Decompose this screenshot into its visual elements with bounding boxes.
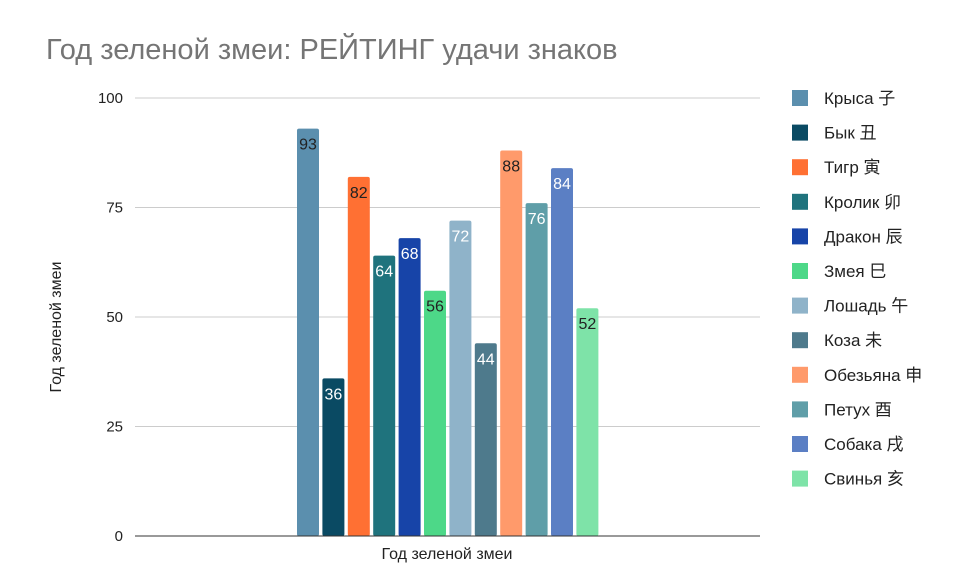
bar [525, 203, 548, 536]
bar [576, 308, 599, 536]
legend-label: Кролик 卯 [824, 193, 901, 212]
bar [500, 150, 523, 536]
legend-label: Коза 未 [824, 331, 882, 350]
legend-swatch [792, 297, 808, 314]
legend-label: Петух 酉 [824, 400, 892, 419]
data-label: 76 [528, 211, 546, 228]
legend-label: Собака 戌 [824, 435, 904, 454]
x-axis-title: Год зеленой змеи [382, 546, 513, 563]
legend-swatch [792, 159, 808, 176]
data-label: 56 [426, 299, 444, 316]
legend-label: Змея 巳 [824, 262, 886, 281]
bar [322, 378, 345, 536]
legend-swatch [792, 263, 808, 279]
data-label: 84 [553, 176, 571, 193]
legend-swatch [792, 470, 808, 487]
y-tick-label: 50 [106, 309, 123, 326]
y-axis-title: Год зеленой змеи [48, 262, 65, 393]
legend: Крыса 子 Бык 丑 Тигр 寅 Кролик 卯 Дракон 辰 Змея 巳… [792, 89, 922, 489]
legend-swatch [792, 90, 808, 106]
y-tick-label: 75 [106, 200, 123, 217]
legend-label: Тигр 寅 [824, 158, 881, 177]
y-tick-label: 25 [106, 419, 123, 436]
bar [424, 290, 446, 536]
legend-swatch [792, 193, 808, 210]
legend-swatch [792, 401, 808, 418]
legend-label: Крыса 子 [824, 89, 895, 108]
bar [297, 128, 319, 536]
data-label: 93 [299, 137, 317, 154]
data-label: 64 [375, 264, 393, 281]
data-label: 68 [401, 246, 419, 263]
data-label: 44 [477, 351, 495, 368]
legend-swatch [792, 332, 808, 349]
data-label: 36 [325, 386, 343, 403]
legend-label: Бык 丑 [824, 124, 877, 143]
legend-label: Лошадь 午 [824, 297, 908, 316]
bar [474, 343, 497, 536]
bar [347, 176, 370, 536]
data-label: 72 [452, 229, 470, 246]
bar [373, 255, 396, 536]
bar [551, 168, 573, 536]
data-label: 82 [350, 185, 368, 202]
legend-label: Дракон 辰 [824, 227, 903, 246]
legend-label: Свинья 亥 [824, 470, 904, 489]
legend-label: Обезьяна 申 [824, 366, 922, 385]
data-labels: 93 36 82 64 68 56 72 44 88 76 84 52 [299, 137, 596, 404]
gridlines [135, 97, 760, 427]
y-axis-ticks: 0 25 50 75 100 [98, 90, 123, 545]
data-label: 88 [502, 159, 520, 176]
bar [398, 238, 421, 536]
y-tick-label: 0 [115, 528, 123, 545]
bar [449, 220, 472, 536]
bars [297, 128, 599, 536]
chart-title: Год зеленой змеи: РЕЙТИНГ удачи знаков [46, 34, 618, 66]
legend-swatch [792, 124, 808, 141]
data-label: 52 [579, 316, 597, 333]
legend-swatch [792, 228, 808, 245]
y-tick-label: 100 [98, 90, 123, 107]
legend-swatch [792, 366, 808, 383]
legend-swatch [792, 436, 808, 452]
